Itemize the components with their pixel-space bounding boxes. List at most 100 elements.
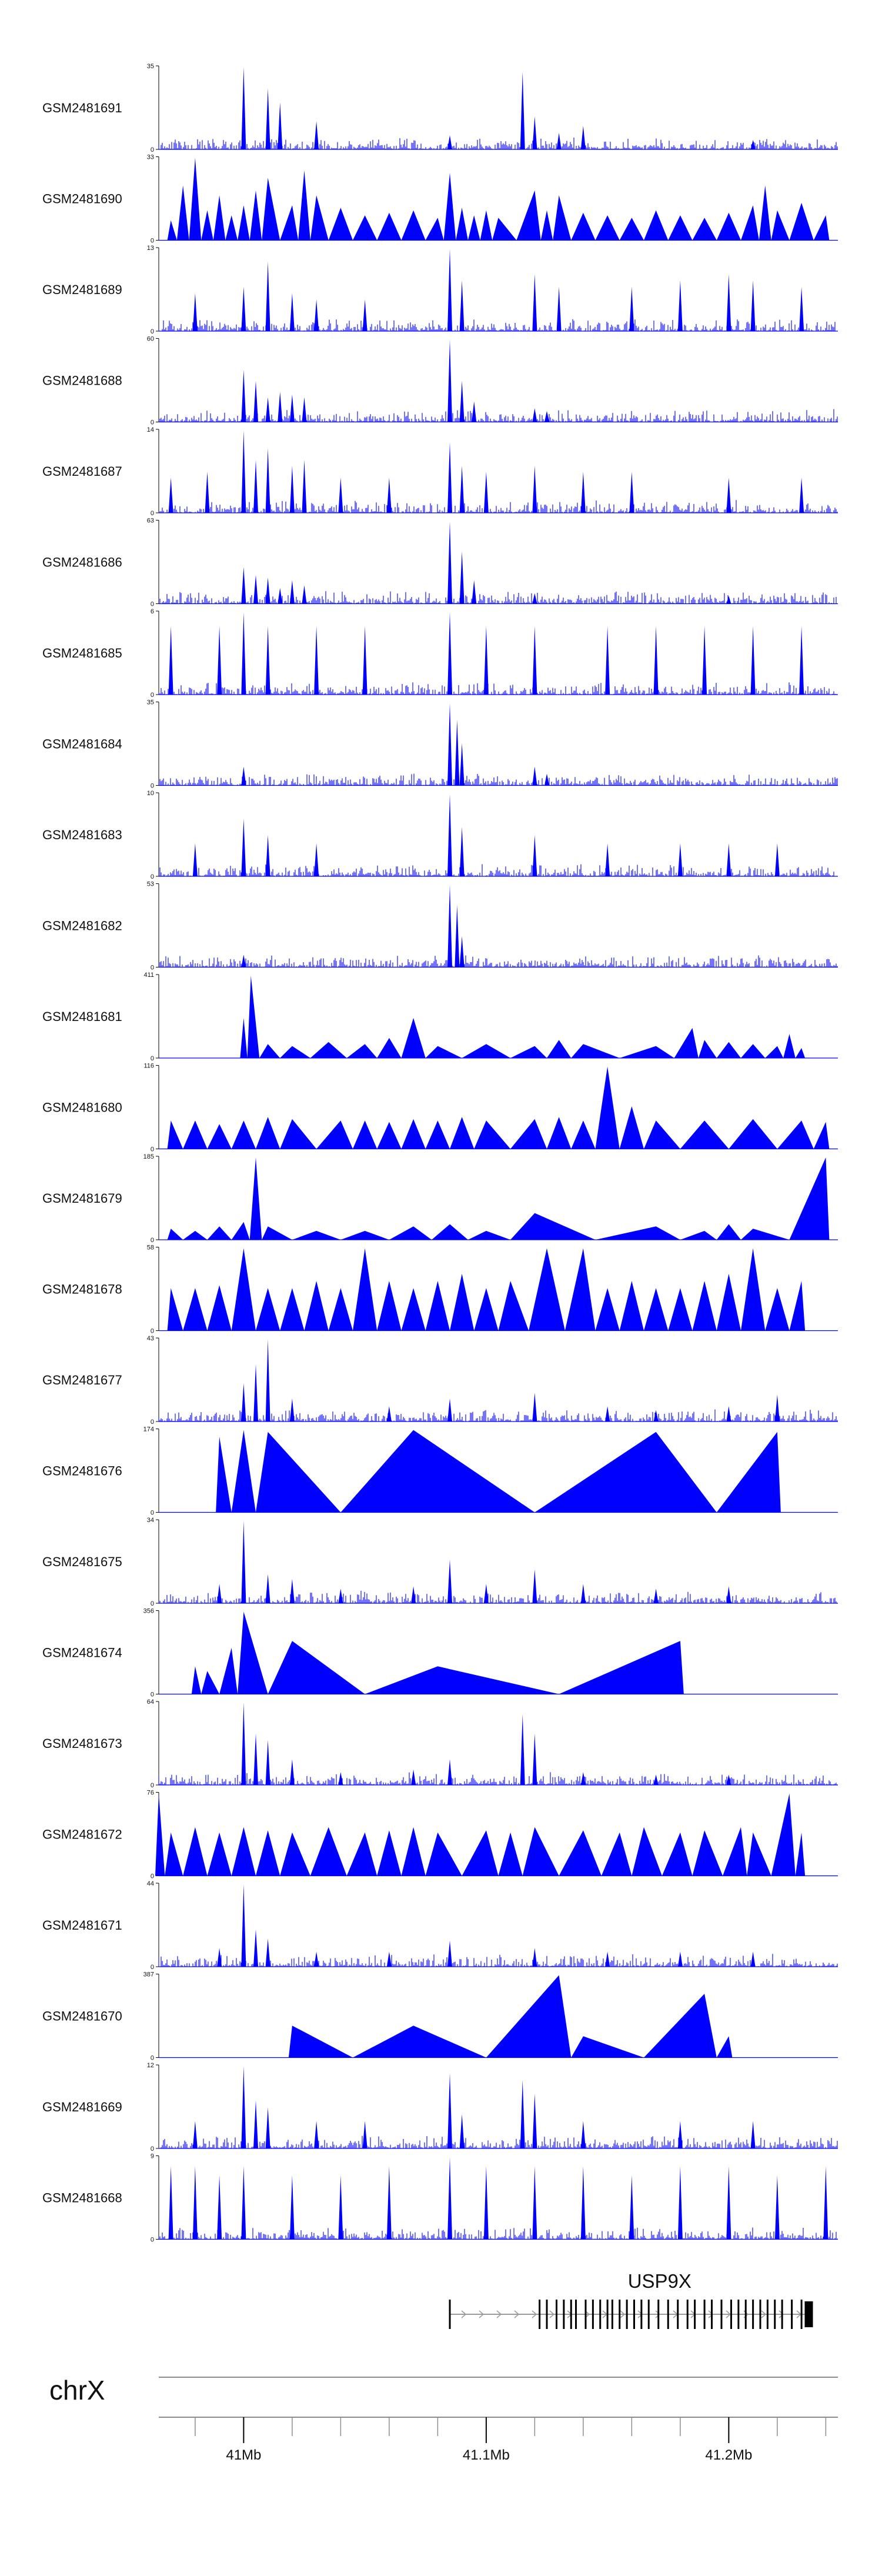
signal-peak: [726, 1406, 731, 1422]
track: GSM2481683 10 0: [42, 790, 838, 880]
exon: [647, 2300, 650, 2329]
track-label: GSM2481686: [42, 555, 122, 570]
signal-peak: [677, 2166, 683, 2240]
signal-peak: [483, 2166, 489, 2240]
signal-peak: [726, 274, 731, 331]
signal-peak: [265, 448, 270, 513]
exon: [800, 2300, 803, 2329]
y-min-label: 0: [151, 1510, 154, 1517]
track: GSM2481670 387 0: [42, 1971, 838, 2062]
signal-peak: [520, 72, 525, 149]
track-label: GSM2481688: [42, 373, 122, 388]
signal-peak: [629, 472, 634, 513]
exon: [677, 2300, 679, 2329]
chromosome-track: chrX: [49, 2375, 838, 2405]
signal-peak: [265, 397, 270, 422]
y-max-label: 174: [143, 1426, 154, 1433]
signal-peak: [241, 2166, 246, 2240]
exon: [563, 2300, 565, 2329]
chromosome-label: chrX: [49, 2375, 105, 2405]
signal-peak: [459, 551, 465, 604]
signal-peak: [459, 280, 465, 331]
signal-peak: [447, 1559, 452, 1603]
signal-noise: [158, 864, 838, 876]
signal-area: [240, 976, 806, 1058]
signal-area: [288, 1975, 733, 2058]
signal-area: [167, 1248, 806, 1331]
y-max-label: 58: [147, 1244, 154, 1252]
signal-peak: [289, 580, 295, 604]
signal-peak: [241, 766, 246, 786]
track-label: GSM2481678: [42, 1282, 122, 1297]
signal-peak: [241, 67, 246, 149]
signal-peak: [265, 1339, 270, 1422]
signal-peak: [302, 585, 307, 604]
signal-peak: [289, 1579, 295, 1603]
signal-peak: [653, 1410, 659, 1422]
track-label: GSM2481679: [42, 1191, 122, 1206]
signal-peak: [265, 2107, 270, 2148]
signal-peak: [726, 478, 731, 513]
signal-peak: [265, 578, 270, 604]
signal-peak: [253, 1733, 258, 1785]
track: GSM2481687 14 0: [42, 426, 838, 517]
exon: [720, 2300, 723, 2329]
signal-peak: [823, 2166, 828, 2240]
signal-peak: [750, 280, 756, 331]
track: GSM2481684 35 0: [42, 699, 838, 790]
signal-peak: [217, 1584, 222, 1603]
y-max-label: 63: [147, 518, 154, 525]
track: GSM2481676 174 0: [42, 1426, 838, 1517]
track-label: GSM2481687: [42, 464, 122, 479]
exon: [606, 2300, 609, 2329]
signal-peak: [605, 626, 610, 695]
signal-peak: [265, 835, 270, 876]
track: GSM2481690 33 0: [42, 154, 838, 245]
signal-peak: [580, 2166, 586, 2240]
signal-peak: [386, 478, 392, 513]
signal-peak: [750, 140, 756, 149]
signal-peak: [580, 2121, 586, 2148]
strand-arrow: [761, 2310, 767, 2318]
strand-arrow: [532, 2310, 537, 2318]
signal-peak: [241, 1884, 246, 1967]
signal-noise: [158, 1409, 838, 1422]
signal-tracks: GSM2481691350GSM2481690330GSM2481689130G…: [42, 63, 838, 2244]
signal-peak: [411, 1769, 416, 1785]
signal-peak: [241, 1521, 246, 1603]
signal-peak: [192, 293, 198, 331]
y-min-label: 0: [151, 873, 154, 880]
signal-peak: [241, 286, 246, 331]
signal-peak: [265, 88, 270, 149]
y-min-label: 0: [151, 328, 154, 335]
signal-peak: [168, 478, 173, 513]
signal-peak: [265, 1574, 270, 1603]
signal-peak: [253, 575, 258, 604]
signal-peak: [447, 1759, 452, 1785]
track: GSM2481668 9 0: [42, 2153, 838, 2244]
signal-peak: [314, 299, 319, 331]
track-label: GSM2481690: [42, 192, 122, 206]
signal-peak: [302, 460, 307, 513]
signal-peak: [241, 369, 246, 422]
track-label: GSM2481670: [42, 2009, 122, 2024]
signal-peak: [289, 293, 295, 331]
signal-peak: [629, 2175, 634, 2240]
signal-peak: [278, 392, 283, 422]
exon: [657, 2300, 660, 2329]
signal-peak: [532, 835, 537, 876]
y-min-label: 0: [151, 1964, 154, 1971]
signal-area: [216, 1430, 781, 1513]
signal-noise: [158, 773, 838, 786]
signal-peak: [338, 1772, 343, 1785]
signal-peak: [265, 626, 270, 695]
exon: [667, 2300, 669, 2329]
signal-peak: [532, 1948, 537, 1967]
signal-area: [167, 158, 830, 241]
signal-peak: [265, 1740, 270, 1785]
signal-peak: [447, 442, 452, 513]
signal-peak: [799, 626, 804, 695]
track-label: GSM2481682: [42, 919, 122, 933]
axis-tick-label: 41.1Mb: [463, 2447, 510, 2463]
axis-tick-label: 41Mb: [226, 2447, 261, 2463]
